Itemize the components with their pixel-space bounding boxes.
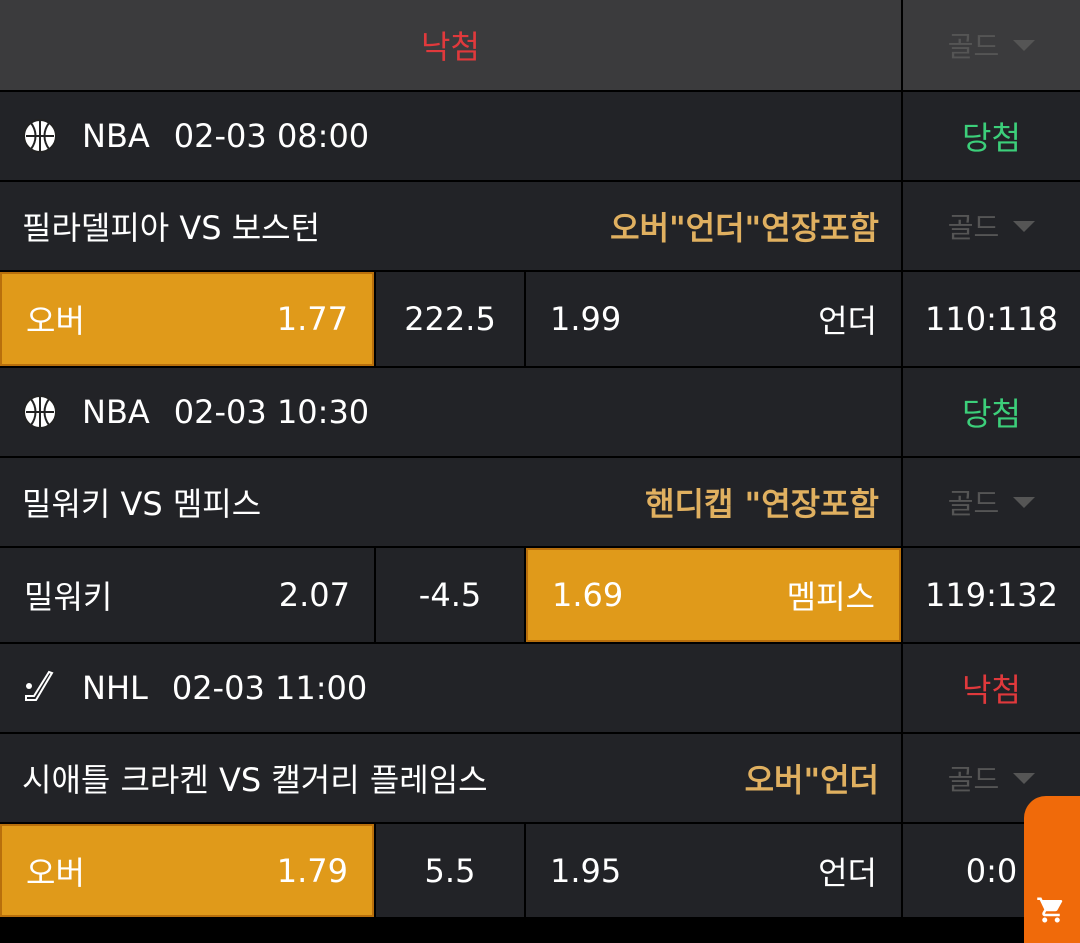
cart-icon	[1037, 897, 1063, 923]
basketball-icon	[22, 118, 58, 154]
league: NHL	[82, 669, 148, 707]
gold-dropdown[interactable]: 골드	[903, 458, 1080, 546]
game-info-row: NBA 02-03 10:30 당첨	[0, 368, 1080, 456]
gold-dropdown[interactable]: 골드	[903, 182, 1080, 270]
chevron-down-icon	[1013, 772, 1036, 784]
league: NBA	[82, 117, 150, 155]
right-odds-button[interactable]: 1.99 언더	[526, 272, 901, 366]
result-badge: 당첨	[962, 119, 1021, 157]
teams: 필라델피아 VS 보스턴	[22, 209, 321, 247]
market-type: 오버"언더	[744, 761, 879, 799]
odds-row: 오버 1.79 5.5 1.95 언더 0:0	[0, 824, 1080, 917]
chevron-down-icon	[1013, 496, 1036, 508]
left-odds-button[interactable]: 오버 1.79	[0, 824, 374, 917]
teams-row: 밀워키 VS 멤피스 핸디캡 "연장포함 골드	[0, 458, 1080, 546]
teams-row: 시애틀 크라켄 VS 캘거리 플레임스 오버"언더 골드	[0, 734, 1080, 822]
cart-button[interactable]	[1024, 796, 1080, 943]
chevron-down-icon	[1013, 220, 1036, 232]
result-badge: 낙첨	[962, 671, 1021, 709]
market-type: 핸디캡 "연장포함	[645, 485, 879, 523]
score: 0:0	[965, 851, 1018, 890]
score: 119:132	[925, 576, 1058, 614]
left-odds-button[interactable]: 오버 1.77	[0, 272, 374, 366]
odds-row: 오버 1.77 222.5 1.99 언더 110:118	[0, 272, 1080, 366]
basketball-icon	[22, 394, 58, 430]
chevron-down-icon	[1013, 39, 1036, 51]
teams-row: 필라델피아 VS 보스턴 오버"언더"연장포함 골드	[0, 182, 1080, 270]
result-badge: 당첨	[962, 395, 1021, 433]
game-datetime: 02-03 08:00	[173, 117, 370, 155]
right-odds-button[interactable]: 1.69 멤피스	[526, 548, 901, 642]
summary-header: 낙첨 골드	[0, 0, 1080, 90]
line-value: -4.5	[376, 548, 524, 642]
line-value: 222.5	[376, 272, 524, 366]
game-datetime: 02-03 11:00	[171, 669, 368, 707]
league: NBA	[82, 393, 150, 431]
game-info-row: NBA 02-03 08:00 당첨	[0, 92, 1080, 180]
game-info-row: NHL 02-03 11:00 낙첨	[0, 644, 1080, 732]
game-datetime: 02-03 10:30	[173, 393, 370, 431]
teams: 밀워키 VS 멤피스	[22, 485, 262, 523]
line-value: 5.5	[376, 824, 524, 917]
gold-dropdown[interactable]: 골드	[903, 0, 1080, 90]
teams: 시애틀 크라켄 VS 캘거리 플레임스	[22, 761, 488, 799]
overall-status: 낙첨	[421, 28, 480, 66]
odds-row: 밀워키 2.07 -4.5 1.69 멤피스 119:132	[0, 548, 1080, 642]
score: 110:118	[925, 300, 1058, 338]
left-odds-button[interactable]: 밀워키 2.07	[0, 548, 374, 642]
right-odds-button[interactable]: 1.95 언더	[526, 824, 901, 917]
hockey-stick-icon	[22, 670, 58, 706]
market-type: 오버"언더"연장포함	[610, 209, 879, 247]
